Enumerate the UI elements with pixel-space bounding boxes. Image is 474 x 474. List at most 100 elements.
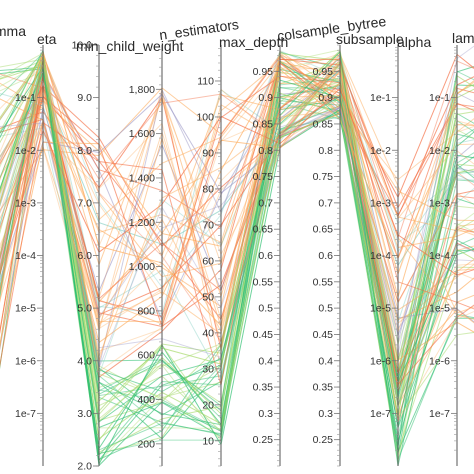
trial-line bbox=[0, 64, 474, 440]
trial-line bbox=[0, 56, 474, 433]
tick-label: 1e-5 bbox=[429, 303, 450, 315]
tick-label: 0.85 bbox=[253, 118, 274, 130]
tick-label: 60 bbox=[202, 255, 214, 267]
tick-label: 200 bbox=[137, 438, 155, 450]
tick-label: 1e-4 bbox=[429, 250, 450, 262]
tick-label: 1e-6 bbox=[429, 355, 450, 367]
tick-label: 0.6 bbox=[318, 250, 333, 262]
axis-lambda: 1e-1 1e-2 1e-3 1e-4 1e-5 1e-6 1e-7 lam bbox=[429, 30, 474, 466]
tick-label: 0.85 bbox=[313, 118, 334, 130]
trial-line bbox=[0, 105, 474, 407]
trial-line bbox=[0, 52, 474, 413]
tick-label: 4.0 bbox=[77, 355, 92, 367]
tick-label: 1e-1 bbox=[429, 92, 450, 104]
tick-label: 0.3 bbox=[258, 408, 273, 420]
tick-label: 0.4 bbox=[318, 355, 333, 367]
trial-line bbox=[0, 87, 474, 276]
tick-label: 3.0 bbox=[77, 408, 92, 420]
tick-label: 0.7 bbox=[318, 197, 333, 209]
tick-label: 0.5 bbox=[318, 303, 333, 315]
tick-label: 0.6 bbox=[258, 250, 273, 262]
tick-label: 400 bbox=[137, 394, 155, 406]
tick-label: 1e-1 bbox=[370, 92, 391, 104]
trial-line bbox=[0, 50, 474, 467]
trial-line bbox=[0, 81, 474, 333]
axis-subsample: 0.25 0.3 0.35 0.4 0.45 0.5 0.55 0.6 0.65 0.7 0.75 0… bbox=[313, 31, 404, 467]
trial-line bbox=[0, 93, 474, 338]
trial-line bbox=[0, 54, 474, 322]
axis-max_depth: 10 20 30 40 50 60 70 80 90 100 110 max_depth bbox=[196, 34, 288, 467]
tick-label: 1,800 bbox=[129, 84, 155, 96]
axis-title: max_depth bbox=[219, 34, 288, 50]
tick-label: 5.0 bbox=[77, 303, 92, 315]
tick-label: 10 bbox=[202, 435, 214, 447]
tick-label: 0.25 bbox=[313, 434, 334, 446]
trial-line bbox=[0, 52, 474, 407]
tick-label: 1e-7 bbox=[15, 408, 36, 420]
tick-label: 0.45 bbox=[253, 329, 274, 341]
axis-title: lam bbox=[452, 30, 474, 46]
tick-label: 1e-2 bbox=[370, 145, 391, 157]
trial-line bbox=[0, 75, 474, 318]
axis-eta: 1e-1 1e-2 1e-3 1e-4 1e-5 1e-6 1e-7 eta bbox=[15, 31, 57, 466]
tick-label: 1e-5 bbox=[370, 303, 391, 315]
tick-label: 100 bbox=[196, 111, 214, 123]
tick-label: 90 bbox=[202, 147, 214, 159]
tick-label: 0.75 bbox=[313, 171, 334, 183]
tick-label: 1e-3 bbox=[370, 197, 391, 209]
tick-label: 1e-4 bbox=[370, 250, 391, 262]
tick-label: 40 bbox=[202, 327, 214, 339]
tick-label: 0.45 bbox=[313, 329, 334, 341]
tick-label: 0.65 bbox=[253, 224, 274, 236]
tick-label: 0.95 bbox=[253, 66, 274, 78]
tick-label: 0.4 bbox=[258, 355, 273, 367]
tick-label: 0.8 bbox=[258, 145, 273, 157]
tick-label: 0.65 bbox=[313, 224, 334, 236]
tick-label: 0.95 bbox=[313, 66, 334, 78]
trial-line bbox=[0, 53, 474, 335]
tick-label: 70 bbox=[202, 219, 214, 231]
axis-title: alpha bbox=[397, 34, 431, 50]
tick-label: 7.0 bbox=[77, 197, 92, 209]
tick-label: 0.5 bbox=[258, 303, 273, 315]
tick-label: 1e-3 bbox=[429, 197, 450, 209]
tick-label: 30 bbox=[202, 363, 214, 375]
axis-min_child_weight: 2.0 3.0 4.0 5.0 6.0 7.0 8.0 9.0 10.0min_child_we… bbox=[72, 38, 184, 473]
trial-line bbox=[0, 62, 474, 369]
tick-label: 0.7 bbox=[258, 197, 273, 209]
tick-label: 1e-6 bbox=[370, 355, 391, 367]
tick-label: 0.3 bbox=[318, 408, 333, 420]
trial-line bbox=[0, 53, 474, 407]
tick-label: 0.35 bbox=[313, 382, 334, 394]
trial-line bbox=[0, 45, 474, 356]
axis-alpha: 1e-1 1e-2 1e-3 1e-4 1e-5 1e-6 1e-7 alpha bbox=[370, 34, 431, 466]
tick-label: 1e-1 bbox=[15, 92, 36, 104]
tick-label: 1,200 bbox=[129, 217, 155, 229]
tick-label: 1e-4 bbox=[15, 250, 36, 262]
tick-label: 0.55 bbox=[313, 276, 334, 288]
tick-label: 2.0 bbox=[77, 461, 92, 473]
tick-label: 1e-6 bbox=[15, 355, 36, 367]
tick-label: 1,400 bbox=[129, 172, 155, 184]
tick-label: 0.9 bbox=[258, 92, 273, 104]
trial-line bbox=[0, 65, 474, 450]
tick-label: 1e-7 bbox=[429, 408, 450, 420]
tick-label: 1,000 bbox=[129, 261, 155, 273]
tick-label: 600 bbox=[137, 350, 155, 362]
axis-title: eta bbox=[37, 31, 57, 47]
axis-title: min_child_weight bbox=[76, 38, 184, 54]
trial-line bbox=[0, 57, 474, 387]
tick-label: 80 bbox=[202, 183, 214, 195]
tick-label: 0.9 bbox=[318, 92, 333, 104]
tick-label: 20 bbox=[202, 399, 214, 411]
axis-gamma: 1e-11e-21e-31e-41e-51e-61e-7mma bbox=[0, 23, 26, 39]
tick-label: 50 bbox=[202, 291, 214, 303]
trial-line bbox=[0, 50, 474, 327]
tick-label: 0.75 bbox=[253, 171, 274, 183]
trial-line bbox=[0, 52, 474, 350]
tick-label: 800 bbox=[137, 305, 155, 317]
tick-label: 0.8 bbox=[318, 145, 333, 157]
polyline-layer bbox=[0, 45, 474, 467]
tick-label: 1e-2 bbox=[429, 145, 450, 157]
trial-line bbox=[0, 87, 474, 334]
